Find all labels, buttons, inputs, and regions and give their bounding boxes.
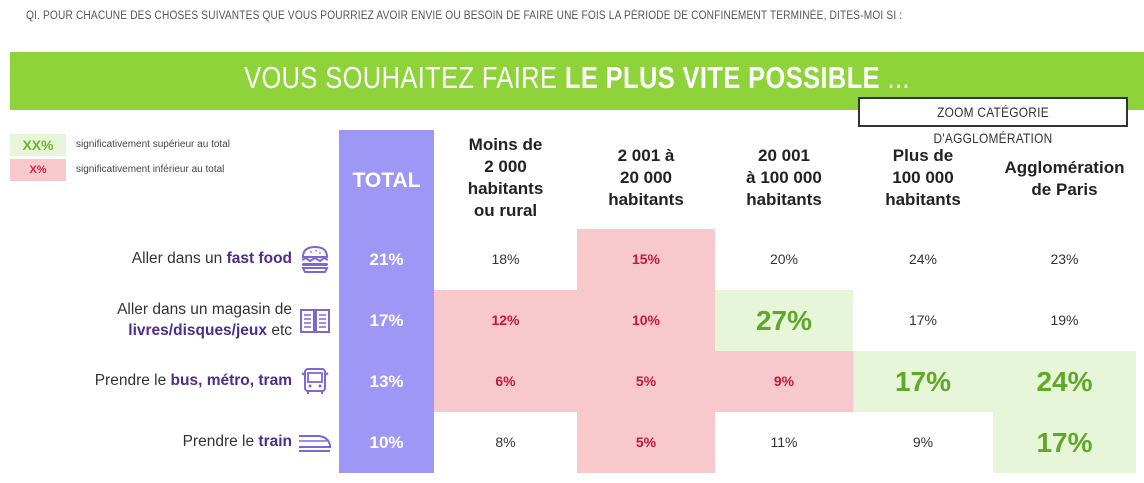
data-cell: 13% xyxy=(369,372,404,391)
column-header: Moins de 2 000 habitants ou rural xyxy=(434,134,577,222)
column-header-line: habitants xyxy=(885,190,961,209)
column-header: 20 001 à 100 000 habitants xyxy=(715,145,853,211)
row-label-line: Prendre le bus, métro, tram xyxy=(95,370,292,391)
cell-highlight-below xyxy=(434,351,577,412)
row-label-highlight: bus, métro, tram xyxy=(170,372,292,389)
data-cell: 15% xyxy=(631,251,661,267)
column-header-line: 2 000 xyxy=(484,157,527,176)
column-header: Plus de 100 000 habitants xyxy=(853,145,993,211)
cell-highlight-above xyxy=(715,290,853,351)
zoom-label: ZOOM CATÉGORIE D'AGGLOMÉRATION xyxy=(858,97,1128,146)
cell-highlight-below xyxy=(577,229,715,290)
bus-icon xyxy=(297,366,333,396)
book-icon xyxy=(297,305,333,335)
row-label-line: Prendre le train xyxy=(183,431,292,452)
column-header-line: habitants xyxy=(746,190,822,209)
column-header-line: 20 001 xyxy=(758,146,810,165)
column-header: TOTAL xyxy=(339,170,434,192)
column-header-line: 2 001 à xyxy=(617,146,675,165)
data-cell: 5% xyxy=(635,434,657,450)
total-column-band xyxy=(339,130,434,473)
cell-highlight-below xyxy=(577,290,715,351)
column-header-line: Agglomération xyxy=(1004,158,1125,177)
data-cell: 5% xyxy=(635,373,657,389)
row-label-line: Aller dans un fast food xyxy=(132,248,292,269)
data-cell: 17% xyxy=(908,312,938,328)
column-header-line: habitants xyxy=(467,179,544,198)
question-text: QI. POUR CHACUNE DES CHOSES SUIVANTES QU… xyxy=(26,10,903,22)
data-cell: 19% xyxy=(1050,312,1079,328)
banner-title: VOUS SOUHAITEZ FAIRE LE PLUS VITE POSSIB… xyxy=(244,60,910,95)
legend-below-text: significativement inférieur au total xyxy=(76,164,225,175)
column-header-line: Moins de xyxy=(468,135,543,154)
row-label-highlight: fast food xyxy=(226,250,292,267)
data-cell: 12% xyxy=(491,312,520,328)
data-cell: 24% xyxy=(908,251,938,267)
row-label-pre: Prendre le xyxy=(94,372,171,389)
data-cell: 27% xyxy=(755,305,813,336)
data-cell: 23% xyxy=(1050,251,1079,267)
column-header-line: 100 000 xyxy=(892,168,954,187)
legend-above-text: significativement supérieur au total xyxy=(76,139,230,150)
train-icon xyxy=(297,427,333,457)
row-label-post: etc xyxy=(267,322,292,339)
burger-icon xyxy=(297,244,333,274)
data-cell: 10% xyxy=(631,312,661,328)
column-header-line: TOTAL xyxy=(352,169,421,192)
data-cell: 11% xyxy=(770,434,798,450)
data-cell: 10% xyxy=(369,433,404,452)
column-header-line: de Paris xyxy=(1031,180,1098,199)
data-cell: 9% xyxy=(912,434,934,450)
cell-highlight-above xyxy=(853,351,993,412)
column-header-line: à 100 000 xyxy=(746,168,822,187)
data-cell: 24% xyxy=(1036,366,1093,397)
cell-highlight-above xyxy=(993,412,1136,473)
data-cell: 21% xyxy=(369,250,404,269)
data-cell: 17% xyxy=(1036,427,1093,458)
column-header-line: habitants xyxy=(608,190,684,209)
cell-highlight-below xyxy=(434,290,577,351)
data-cell: 6% xyxy=(495,373,516,389)
cell-highlight-below xyxy=(577,412,715,473)
data-cell: 17% xyxy=(894,366,952,397)
column-header-line: ou rural xyxy=(473,201,538,220)
cell-highlight-below xyxy=(577,351,715,412)
column-header-line: Plus de xyxy=(892,146,954,165)
legend-above-box: XX% xyxy=(10,134,66,156)
row-label: Prendre le bus, métro, tram xyxy=(95,370,292,391)
row-label-pre: Aller dans un xyxy=(131,250,227,267)
data-cell: 17% xyxy=(369,311,404,330)
column-header: 2 001 à 20 000 habitants xyxy=(577,145,715,211)
row-label-line: livres/disques/jeux etc xyxy=(117,320,292,341)
column-header: Agglomération de Paris xyxy=(993,157,1136,201)
data-cell: 9% xyxy=(773,373,795,389)
data-cell: 18% xyxy=(491,251,520,267)
data-cell: 8% xyxy=(495,434,516,450)
row-label: Aller dans un fast food xyxy=(132,248,292,269)
row-label-line: Aller dans un magasin de xyxy=(117,301,292,318)
row-label: Prendre le train xyxy=(183,431,292,452)
legend-below-box: X% xyxy=(10,159,66,181)
title-banner: VOUS SOUHAITEZ FAIRE LE PLUS VITE POSSIB… xyxy=(10,52,1144,110)
cell-highlight-below xyxy=(715,351,853,412)
cell-highlight-above xyxy=(993,351,1136,412)
row-label-highlight: train xyxy=(258,433,292,450)
row-label: Aller dans un magasin de livres/disques/j… xyxy=(117,299,292,341)
row-label-pre: Prendre le xyxy=(182,433,259,450)
data-cell: 20% xyxy=(769,251,799,267)
row-label-highlight: livres/disques/jeux xyxy=(128,322,268,339)
column-header-line: 20 000 xyxy=(620,168,672,187)
